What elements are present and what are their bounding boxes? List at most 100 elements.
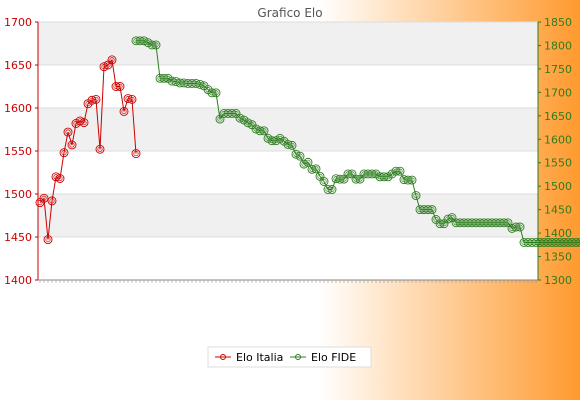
data-point-inner [37,200,43,206]
data-point-inner [129,96,135,102]
y-right-tick-label: 1650 [544,110,572,123]
data-point-inner [497,220,503,226]
data-point [147,40,157,50]
series-elo-italia [35,55,141,245]
data-point-inner [313,166,319,172]
legend-item-elo-italia[interactable]: Elo Italia [215,351,283,364]
data-point-inner [113,83,119,90]
y-right-tick-label: 1350 [544,251,572,264]
data-point [211,88,221,98]
data-point [435,219,445,229]
data-point [63,127,73,137]
data-point [303,157,313,167]
data-point-inner [533,239,539,246]
data-point [343,169,353,179]
data-point-inner [105,62,111,68]
data-point [95,144,105,154]
data-point-inner [345,171,351,177]
data-point-inner [421,207,427,213]
data-point-inner [257,128,263,134]
data-point-inner [213,90,219,96]
data-point-inner [397,168,403,174]
data-point [499,218,509,228]
data-point-inner [361,171,367,177]
y-right-tick-label: 1550 [544,157,572,170]
data-point [395,166,405,176]
data-point-inner [61,150,67,156]
data-point-inner [561,239,567,246]
data-point-inner [529,239,535,246]
data-point [115,82,125,91]
data-point-inner [413,193,419,199]
data-point-inner [537,239,543,246]
y-left-tick-label: 1650 [4,59,32,72]
data-point-inner [261,128,267,134]
data-point-inner [485,220,491,226]
data-point-inner [545,239,551,246]
data-point-inner [69,142,75,148]
data-point-inner [325,186,331,193]
y-right-tick-label: 1750 [544,63,572,76]
data-point-inner [417,207,423,213]
data-point [427,205,437,215]
data-point-inner [117,83,123,90]
y-left-tick-label: 1600 [4,102,32,115]
data-point-inner [329,186,335,193]
data-point-inner [429,207,435,213]
y-right-tick-label: 1450 [544,204,572,217]
data-point-inner [525,239,531,246]
data-point-inner [453,220,459,226]
data-point [159,73,169,83]
data-point [91,94,101,104]
data-point [391,166,401,176]
y-left-tick-label: 1500 [4,188,32,201]
y-right-tick-label: 1300 [544,274,572,287]
data-point-inner [321,178,327,185]
data-point [327,185,337,194]
data-point-inner [133,38,139,44]
data-point-inner [157,75,163,81]
data-point-inner [461,220,467,226]
data-point-inner [221,110,227,117]
data-point-inner [501,220,507,226]
data-point [47,196,57,206]
y-left-tick-label: 1400 [4,274,32,287]
data-point [259,126,269,136]
data-point-inner [93,96,99,102]
data-point-inner [517,224,523,230]
data-point-inner [297,153,303,159]
data-point-inner [349,171,355,177]
data-point [59,148,69,158]
data-point [111,82,121,91]
data-point-inner [365,171,371,177]
data-point [123,94,133,103]
data-point [295,151,305,161]
data-point-inner [133,151,139,157]
data-point-inner [477,220,483,226]
legend-box [207,346,372,368]
data-point [319,177,329,186]
data-point [511,222,521,232]
data-point [323,185,333,194]
data-point-inner [49,198,55,204]
data-point [51,172,61,182]
y-right-tick-label: 1500 [544,180,572,193]
data-point-inner [569,239,575,246]
data-point-inner [217,116,223,122]
data-point-inner [161,75,167,81]
data-point-inner [45,237,51,243]
data-point-inner [433,216,439,223]
data-point [107,55,117,65]
data-point-inner [377,174,383,180]
legend-item-elo-fide[interactable]: Elo FIDE [290,351,356,364]
data-point [127,94,137,104]
data-point-inner [177,80,183,86]
data-point-inner [209,90,215,96]
data-point-inner [481,220,487,226]
data-point-inner [57,175,63,182]
data-point-inner [489,220,495,226]
data-point-inner [541,239,547,246]
data-point-inner [289,142,295,148]
grid-band [38,194,538,237]
data-point-inner [305,159,311,165]
